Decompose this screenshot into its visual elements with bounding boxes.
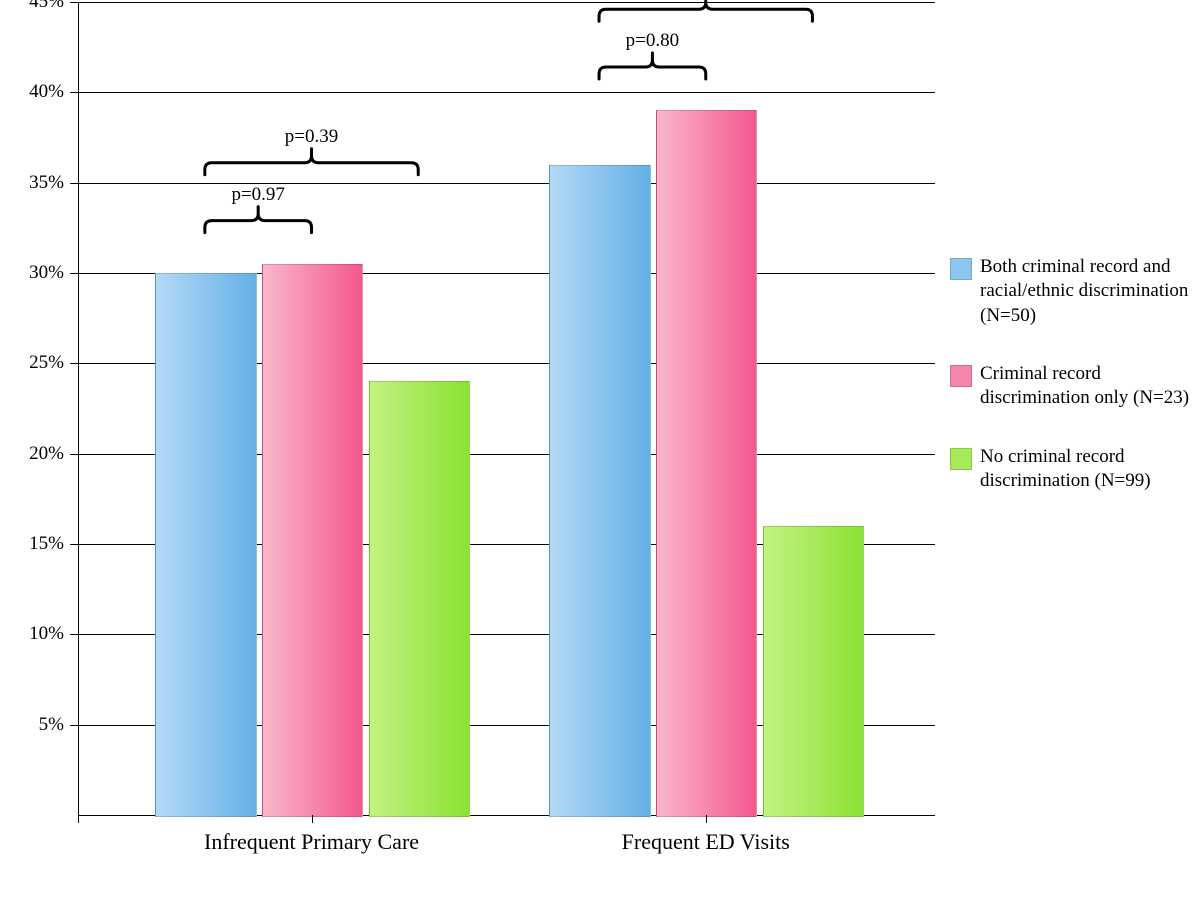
chart-root: 5%10%15%20%25%30%35%40%45%Infrequent Pri… — [0, 0, 1200, 897]
legend-item: Both criminal record and racial/ethnic d… — [950, 255, 1195, 328]
legend-item: No criminal record discrimination (N=99) — [950, 445, 1195, 494]
legend: Both criminal record and racial/ethnic d… — [950, 255, 1195, 527]
legend-swatch — [950, 258, 972, 280]
legend-label: No criminal record discrimination (N=99) — [980, 445, 1195, 494]
legend-swatch — [950, 448, 972, 470]
legend-label: Criminal record discrimination only (N=2… — [980, 362, 1195, 411]
legend-item: Criminal record discrimination only (N=2… — [950, 362, 1195, 411]
legend-swatch — [950, 365, 972, 387]
legend-label: Both criminal record and racial/ethnic d… — [980, 255, 1195, 328]
